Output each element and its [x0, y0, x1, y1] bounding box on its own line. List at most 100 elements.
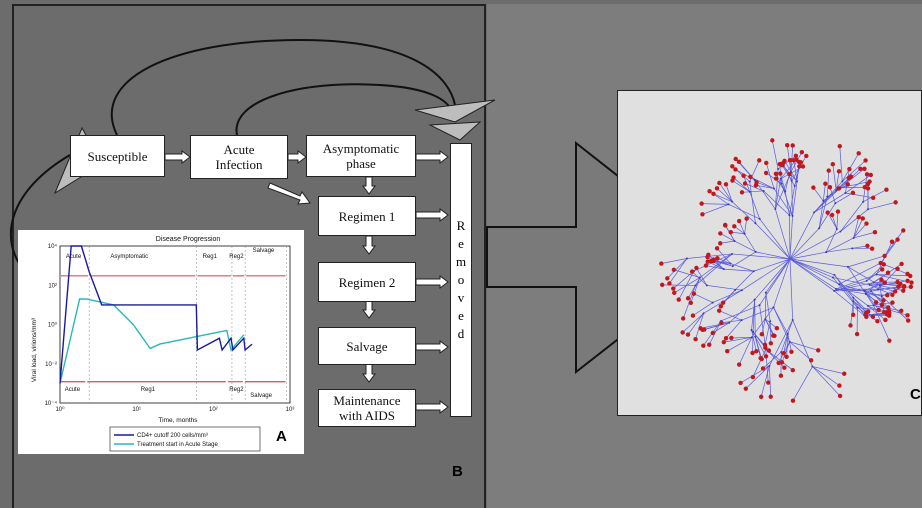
network-leaf-node [693, 336, 698, 342]
network-node [758, 217, 761, 220]
network-leaf-node [698, 326, 703, 331]
network-leaf-node [723, 223, 728, 228]
network-edge [792, 366, 813, 401]
network-node [866, 304, 869, 307]
network-leaf-node [728, 229, 733, 235]
network-leaf-node [701, 327, 707, 332]
network-leaf-node [789, 349, 794, 354]
network-edge [691, 271, 708, 286]
network-edge [794, 166, 800, 187]
network-edge [825, 228, 838, 253]
phase-markers-bottom: Acute Reg1 Reg2 Salvage [61, 381, 286, 399]
network-edge [869, 284, 896, 292]
network-node [750, 329, 753, 332]
removed-letter: e [458, 236, 464, 251]
network-node [793, 184, 796, 187]
network-leaf-node [707, 188, 712, 194]
network-node [834, 287, 837, 290]
network-leaf-node [667, 281, 672, 286]
network-edge [730, 231, 745, 235]
network-edge [839, 283, 882, 297]
network-leaf-node [886, 305, 891, 310]
network-leaf-node [725, 348, 730, 354]
network-edge [754, 336, 763, 360]
network-leaf-node [899, 261, 904, 267]
network-edge [751, 330, 757, 352]
network-edge [687, 277, 701, 299]
network-leaf-node [870, 195, 876, 201]
network-node [852, 236, 855, 239]
network-leaf-node [680, 330, 685, 335]
network-edge [730, 263, 754, 272]
network-leaf-node [790, 367, 795, 373]
network-node [731, 200, 734, 203]
network-node [752, 330, 755, 333]
network-edge [790, 152, 803, 173]
network-node [779, 177, 782, 180]
network-leaf-node [763, 345, 768, 350]
network-leaf-node [793, 153, 799, 158]
network-node [685, 257, 688, 260]
legend-entry-1: CD4+ cutoff 200 cells/mm³ [137, 433, 208, 439]
network-node [846, 265, 849, 268]
network-leaf-node [848, 323, 853, 328]
network-leaf-node [875, 318, 880, 324]
network-edge [712, 322, 730, 334]
network-leaf-node [782, 158, 787, 164]
network-edge [789, 228, 820, 260]
network-edge [687, 313, 704, 335]
removed-letter: d [457, 326, 465, 341]
network-leaf-node [799, 149, 805, 155]
network-leaf-node [895, 279, 900, 285]
network-leaf-node [846, 175, 852, 181]
network-edge [789, 341, 819, 351]
network-edge [880, 239, 898, 264]
network-node [786, 332, 789, 335]
network-leaf-node [680, 316, 686, 321]
network-edge [826, 247, 853, 253]
network-edge [713, 259, 733, 267]
network-edge [835, 171, 840, 191]
network-leaf-node [829, 212, 835, 218]
network-edge [825, 237, 854, 253]
network-edge [826, 170, 830, 197]
network-node [878, 284, 881, 287]
network-edge [669, 258, 688, 284]
network-leaf-node [690, 313, 696, 318]
network-leaf-node [787, 157, 793, 163]
network-leaf-node [856, 151, 861, 156]
network-edge [720, 240, 735, 244]
network-node [838, 283, 841, 286]
network-edge [789, 160, 793, 181]
network-edge [840, 201, 864, 232]
network-leaf-node [742, 181, 748, 186]
phase-label-bottom: Reg1 [141, 387, 156, 393]
network-leaf-node [797, 164, 802, 169]
network-leaf-node [741, 173, 746, 178]
network-edge [836, 211, 839, 229]
network-edge [839, 146, 843, 182]
network-node [722, 268, 725, 271]
network-edge [765, 172, 782, 184]
series-line [59, 245, 253, 384]
network-edge [763, 190, 790, 216]
network-leaf-node [854, 331, 860, 337]
legend-entry-2: Treatment start in Acute Stage [137, 442, 218, 448]
network-edge [708, 320, 722, 345]
network-edge [838, 283, 869, 307]
network-leaf-node [703, 263, 709, 268]
network-leaf-node [893, 289, 898, 294]
network-edge [877, 268, 898, 290]
network-node [826, 195, 829, 198]
network-node [868, 283, 871, 286]
network-leaf-node [787, 171, 792, 177]
removed-letter: v [457, 290, 465, 305]
network-edge [774, 208, 791, 260]
network-leaf-node [886, 308, 892, 314]
network-edge [818, 196, 828, 229]
network-leaf-node [895, 237, 900, 242]
network-leaf-node [909, 280, 914, 285]
network-leaf-node [736, 159, 742, 164]
network-edge [769, 365, 772, 397]
network-node [730, 252, 733, 255]
